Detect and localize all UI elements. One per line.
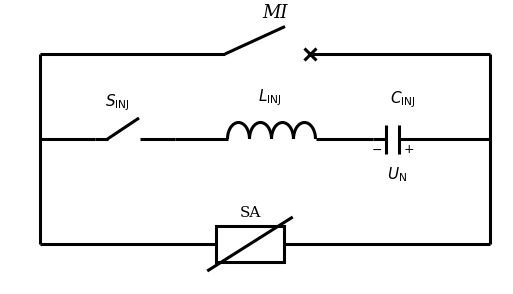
Text: $-$: $-$ bbox=[371, 143, 382, 156]
Text: $L_\mathrm{INJ}$: $L_\mathrm{INJ}$ bbox=[258, 87, 282, 108]
Text: $+$: $+$ bbox=[403, 143, 414, 156]
Text: SA: SA bbox=[239, 206, 261, 220]
Bar bbox=[216, 226, 284, 262]
Text: MI: MI bbox=[262, 4, 288, 21]
Text: $C_\mathrm{INJ}$: $C_\mathrm{INJ}$ bbox=[389, 89, 416, 110]
Text: $S_\mathrm{INJ}$: $S_\mathrm{INJ}$ bbox=[105, 92, 130, 113]
Text: $U_\mathrm{N}$: $U_\mathrm{N}$ bbox=[387, 165, 407, 184]
